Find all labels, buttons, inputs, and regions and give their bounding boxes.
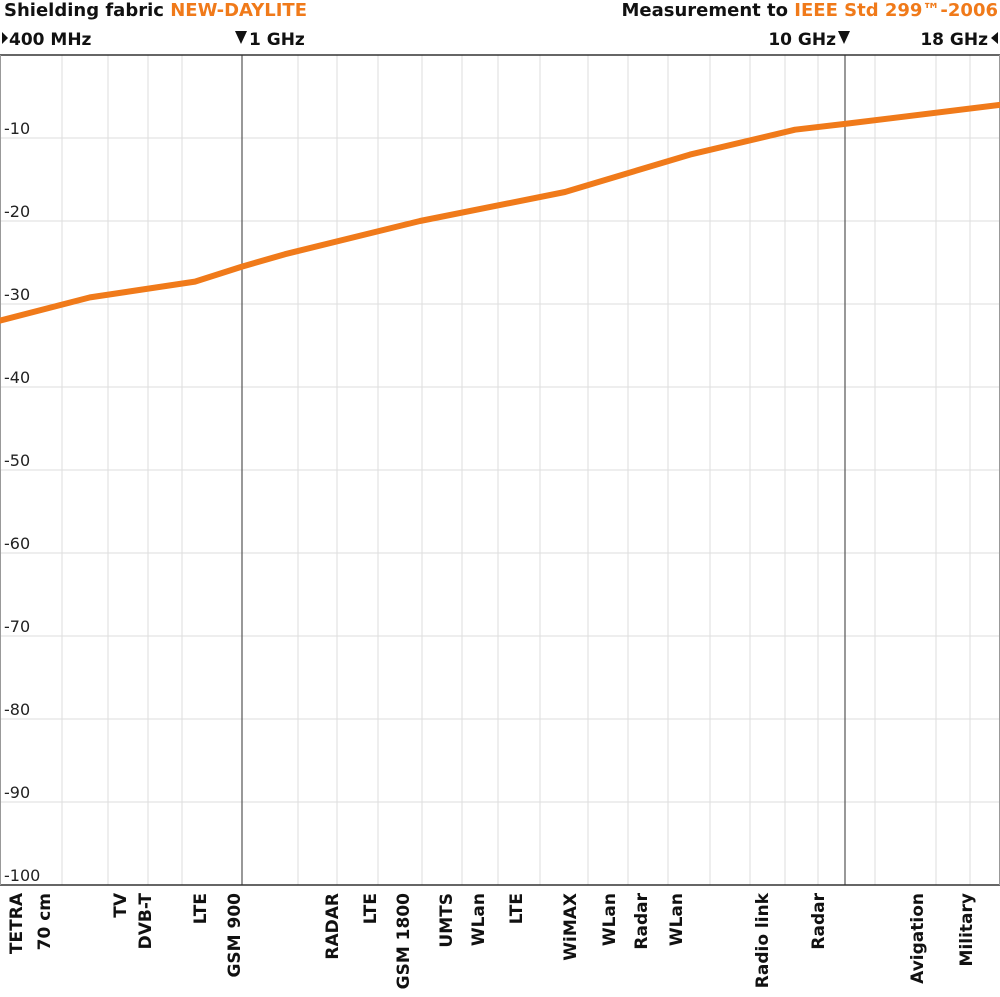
band-label: WLan (667, 893, 687, 946)
title-prefix: Shielding fabric (4, 0, 171, 21)
band-label: WLan (469, 893, 489, 946)
y-tick-label: -80 (4, 700, 30, 719)
band-label: RADAR (323, 893, 343, 960)
standard-name: IEEE Std 299™-2006 (794, 0, 998, 21)
band-label: LTE (191, 893, 211, 924)
chart-title: Shielding fabric NEW-DAYLITE (4, 0, 307, 22)
y-tick-label: -10 (4, 119, 30, 138)
marker-arrow-10ghz (838, 31, 850, 44)
band-label: GSM 1800 (394, 893, 414, 990)
band-label: GSM 900 (225, 893, 245, 978)
y-tick-label: -70 (4, 617, 30, 636)
band-label: TETRA (7, 892, 27, 954)
y-tick-label: -60 (4, 534, 30, 553)
band-label: WLan (600, 893, 620, 946)
marker-label-18ghz: 18 GHz (920, 30, 988, 50)
band-label: TV (111, 892, 131, 918)
band-label: 70 cm (35, 893, 55, 950)
band-label: WiMAX (561, 893, 581, 961)
y-tick-label: -100 (4, 866, 40, 885)
measurement-prefix: Measurement to (621, 0, 795, 21)
y-tick-label: -50 (4, 451, 30, 470)
y-tick-label: -40 (4, 368, 30, 387)
band-label: UMTS (437, 893, 457, 948)
band-label: DVB-T (136, 893, 156, 950)
marker-label-1ghz: 1 GHz (249, 30, 305, 50)
measurement-standard: Measurement to IEEE Std 299™-2006 (622, 0, 999, 22)
band-label: Radio link (753, 892, 773, 988)
marker-arrow-18ghz (991, 32, 998, 44)
y-tick-label: -90 (4, 783, 30, 802)
marker-label-10ghz: 10 GHz (768, 30, 836, 50)
y-tick-label: -30 (4, 285, 30, 304)
product-name: NEW-DAYLITE (170, 0, 308, 21)
band-label: Radar (632, 892, 652, 949)
attenuation-curve (0, 101, 1000, 324)
band-label: LTE (507, 893, 527, 924)
marker-arrow-1ghz (235, 31, 247, 44)
y-tick-label: -20 (4, 202, 30, 221)
marker-arrow-400mhz (2, 32, 8, 44)
marker-label-400mhz: 400 MHz (9, 30, 92, 50)
band-label: Military (957, 893, 977, 966)
band-label: LTE (361, 893, 381, 924)
band-label: Radar (809, 892, 829, 949)
band-label: Avigation (908, 893, 928, 984)
